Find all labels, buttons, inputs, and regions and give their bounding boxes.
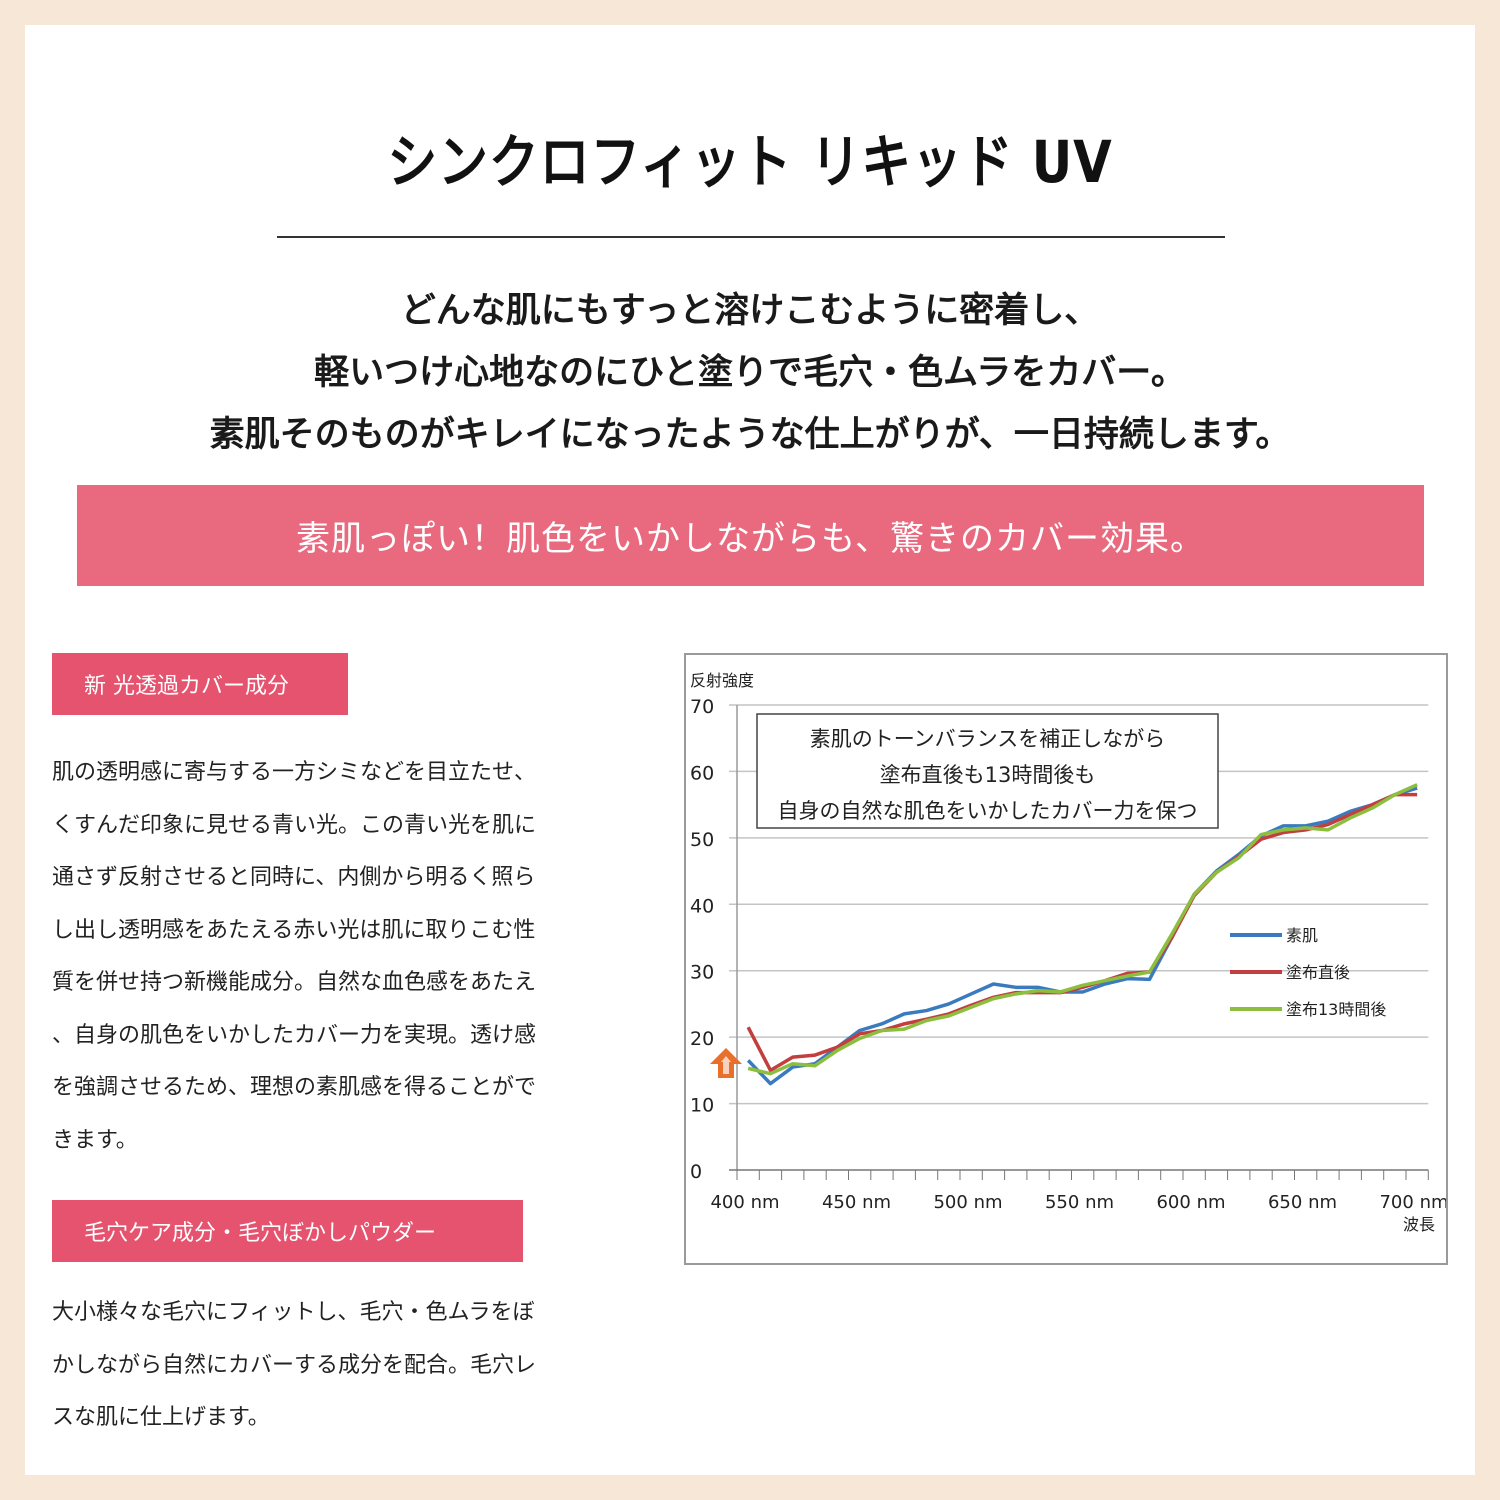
body-line: スな肌に仕上げます。 — [52, 1405, 270, 1430]
annotation-line: 自身の自然な肌色をいかしたカバー力を保つ — [778, 799, 1198, 823]
x-tick-label: 700 nm — [1379, 1192, 1446, 1213]
annotation-line: 素肌のトーンバランスを補正しながら — [810, 727, 1166, 751]
chart-canvas: 0 10 20 30 40 50 60 70 400 nm 450 nm 500 nm 550 nm 6… — [690, 671, 1446, 1234]
x-tick-label: 500 nm — [933, 1192, 1002, 1213]
y-tick-label: 30 — [690, 962, 714, 984]
content-card: シンクロフィット リキッド UV どんな肌にもすっと溶けこむように密着し、 軽い… — [25, 25, 1475, 1475]
section-tag-light-transmission: 新 光透過カバー成分 — [52, 653, 348, 715]
y-tick-label: 10 — [690, 1095, 714, 1117]
section-tag-pore-care: 毛穴ケア成分・毛穴ぼかしパウダー — [52, 1200, 523, 1262]
body-line: 大小様々な毛穴にフィットし、毛穴・色ムラをぼ — [52, 1300, 535, 1325]
y-tick-label: 50 — [690, 829, 714, 851]
feature-banner: 素肌っぽい！肌色をいかしながらも、驚きのカバー効果。 — [77, 485, 1424, 586]
x-tick-label: 550 nm — [1045, 1192, 1114, 1213]
lead-line: 素肌そのものがキレイになったような仕上がりが、一日持続します。 — [209, 414, 1291, 455]
body-line: を強調させるため、理想の素肌感を得ることがで — [52, 1075, 537, 1100]
body-line: くすんだ印象に見せる青い光。この青い光を肌に — [52, 812, 537, 838]
x-tick-label: 450 nm — [822, 1192, 891, 1213]
series-line-1 — [746, 786, 1418, 1086]
section-body-pore-care: 大小様々な毛穴にフィットし、毛穴・色ムラをぼ かしながら自然にカバーする成分を配… — [52, 1287, 632, 1445]
y-tick-label: 0 — [690, 1161, 702, 1183]
y-axis-title: 反射強度 — [690, 671, 754, 690]
body-line: 、自身の肌色をいかしたカバー力を実現。透け感 — [52, 1022, 537, 1048]
series-line-3 — [747, 783, 1418, 1076]
section-tag-label: 毛穴ケア成分・毛穴ぼかしパウダー — [84, 1221, 437, 1246]
section-tag-label: 新 光透過カバー成分 — [84, 674, 289, 699]
body-line: きます。 — [52, 1127, 138, 1153]
x-tick-label: 650 nm — [1268, 1192, 1337, 1213]
legend-label: 塗布13時間後 — [1286, 1000, 1386, 1019]
body-line: 通さず反射させると同時に、内側から明るく照ら — [52, 865, 536, 890]
body-line: 肌の透明感に寄与する一方シミなどを目立たせ、 — [52, 760, 537, 785]
y-tick-label: 70 — [690, 696, 714, 718]
page-title: シンクロフィット リキッド UV — [387, 128, 1113, 196]
lead-paragraph: どんな肌にもすっと溶けこむように密着し、 軽いつけ心地なのにひと塗りで毛穴・色ム… — [25, 280, 1475, 466]
series-line-2 — [746, 792, 1418, 1073]
lead-line: どんな肌にもすっと溶けこむように密着し、 — [400, 290, 1100, 331]
body-line: 質を併せ持つ新機能成分。自然な血色感をあたえ — [52, 970, 537, 995]
banner-text: 素肌っぽい！肌色をいかしながらも、驚きのカバー効果。 — [296, 519, 1205, 559]
legend-label: 素肌 — [1286, 926, 1318, 945]
lead-line: 軽いつけ心地なのにひと塗りで毛穴・色ムラをカバー。 — [314, 352, 1186, 393]
title-divider — [277, 236, 1225, 238]
y-tick-label: 60 — [690, 762, 714, 784]
up-arrow-highlight — [721, 1056, 731, 1074]
legend-label: 塗布直後 — [1286, 963, 1350, 982]
reflectance-chart: 0 10 20 30 40 50 60 70 400 nm 450 nm 500 nm 550 nm 6… — [684, 653, 1448, 1265]
y-tick-label: 20 — [690, 1028, 714, 1050]
y-tick-label: 40 — [690, 895, 714, 917]
x-tick-label: 600 nm — [1156, 1192, 1225, 1213]
body-line: し出し透明感をあたえる赤い光は肌に取りこむ性 — [52, 917, 536, 943]
annotation-line: 塗布直後も13時間後も — [880, 763, 1096, 787]
x-tick-label: 400 nm — [710, 1192, 779, 1213]
annotation-box — [756, 713, 1219, 829]
x-axis-title: 波長 — [1403, 1215, 1435, 1234]
section-body-light-transmission: 肌の透明感に寄与する一方シミなどを目立たせ、 くすんだ印象に見せる青い光。この青… — [52, 747, 632, 1167]
body-line: かしながら自然にカバーする成分を配合。毛穴レ — [52, 1352, 537, 1378]
